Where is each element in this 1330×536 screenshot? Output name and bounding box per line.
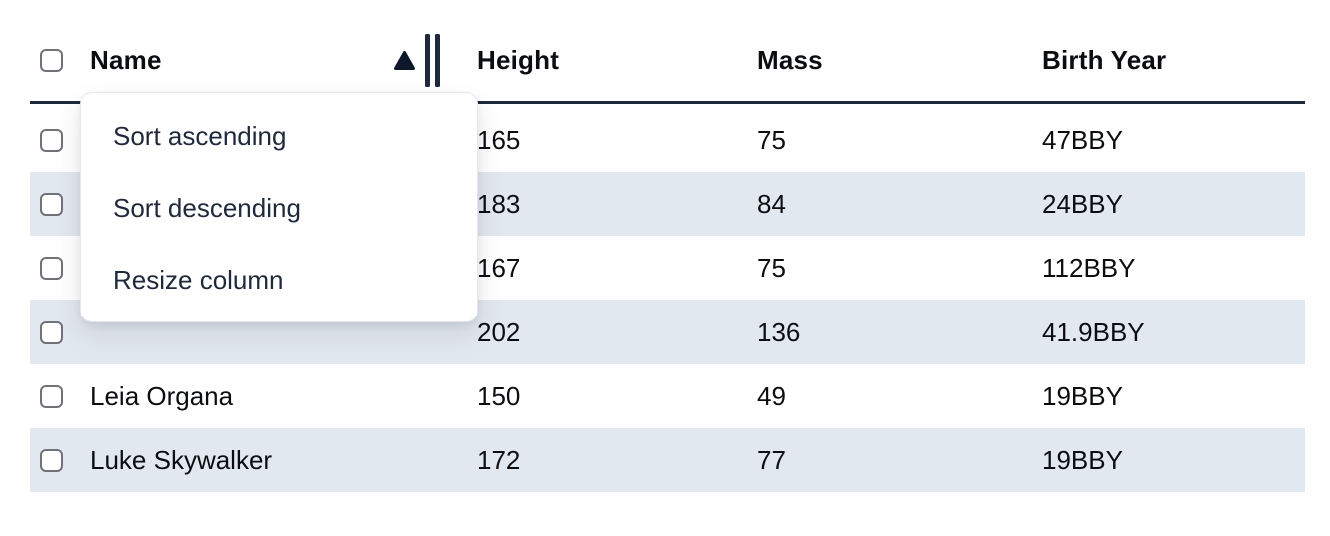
column-header-height-label: Height: [477, 45, 560, 75]
cell-mass: 49: [757, 380, 786, 411]
cell-height: 165: [477, 124, 521, 155]
row-checkbox[interactable]: [40, 448, 63, 472]
row-checkbox-cell: [30, 384, 90, 408]
cell-birth-year: 112BBY: [1042, 252, 1136, 283]
header-select-all-cell: [30, 49, 90, 72]
cell-height: 167: [477, 252, 521, 283]
cell-name: Leia Organa: [90, 380, 234, 411]
column-header-name-label: Name: [90, 45, 162, 75]
cell-mass: 75: [757, 252, 786, 283]
table-header-row: Name Height Mass Birth Year: [30, 0, 1305, 104]
table-row[interactable]: Obi-Wan Kenobi 182 77 57BBY: [30, 492, 1305, 507]
column-header-mass[interactable]: Mass: [757, 45, 1042, 76]
cell-height: 172: [477, 444, 521, 475]
row-checkbox[interactable]: [40, 192, 63, 216]
cell-mass: 77: [757, 444, 786, 475]
cell-birth-year: 19BBY: [1042, 444, 1123, 475]
column-header-name[interactable]: Name: [90, 34, 477, 87]
row-checkbox-cell: [30, 256, 90, 280]
row-checkbox[interactable]: [40, 256, 63, 280]
cell-mass: 136: [757, 316, 801, 347]
cell-height: 150: [477, 380, 521, 411]
row-checkbox[interactable]: [40, 320, 63, 344]
row-checkbox-cell: [30, 192, 90, 216]
column-header-birth-year[interactable]: Birth Year: [1042, 45, 1305, 76]
menu-item-sort-descending[interactable]: Sort descending: [81, 172, 477, 244]
column-resize-handle[interactable]: [425, 34, 440, 87]
column-header-height[interactable]: Height: [477, 45, 757, 76]
row-checkbox[interactable]: [40, 384, 63, 408]
row-checkbox-cell: [30, 448, 90, 472]
sort-ascending-icon: [394, 51, 415, 70]
cell-mass: 84: [757, 188, 786, 219]
cell-birth-year: 47BBY: [1042, 124, 1123, 155]
table-row[interactable]: Leia Organa 150 49 19BBY: [30, 364, 1305, 428]
cell-height: 183: [477, 188, 521, 219]
cell-birth-year: 24BBY: [1042, 188, 1123, 219]
row-checkbox-cell: [30, 320, 90, 344]
column-header-birth-year-label: Birth Year: [1042, 45, 1167, 75]
cell-name: Luke Skywalker: [90, 444, 273, 475]
cell-mass: 75: [757, 124, 786, 155]
menu-item-sort-ascending[interactable]: Sort ascending: [81, 100, 477, 172]
row-checkbox-cell: [30, 128, 90, 152]
cell-birth-year: 19BBY: [1042, 380, 1123, 411]
select-all-checkbox[interactable]: [40, 49, 63, 72]
column-header-mass-label: Mass: [757, 45, 823, 75]
table-row[interactable]: Luke Skywalker 172 77 19BBY: [30, 428, 1305, 492]
row-checkbox[interactable]: [40, 128, 63, 152]
menu-item-resize-column[interactable]: Resize column: [81, 244, 477, 316]
cell-birth-year: 41.9BBY: [1042, 316, 1145, 347]
column-context-menu: Sort ascending Sort descending Resize co…: [80, 92, 478, 322]
cell-height: 202: [477, 316, 521, 347]
